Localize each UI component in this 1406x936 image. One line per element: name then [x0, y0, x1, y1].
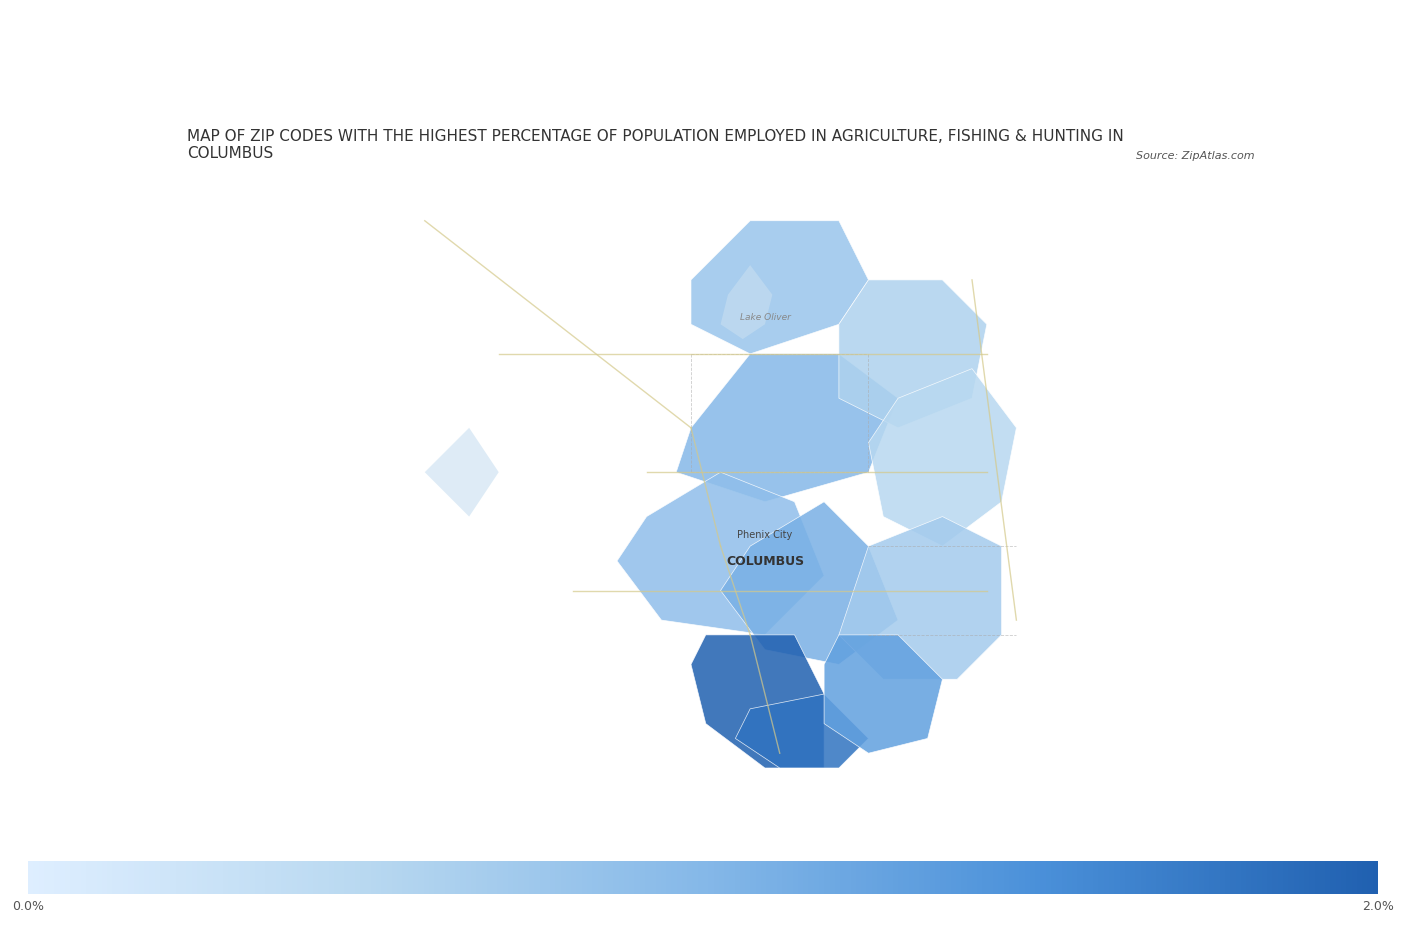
Text: MAP OF ZIP CODES WITH THE HIGHEST PERCENTAGE OF POPULATION EMPLOYED IN AGRICULTU: MAP OF ZIP CODES WITH THE HIGHEST PERCEN… — [187, 128, 1123, 143]
Polygon shape — [425, 429, 499, 517]
Polygon shape — [721, 503, 898, 665]
Text: COLUMBUS: COLUMBUS — [187, 146, 273, 161]
Text: COLUMBUS: COLUMBUS — [725, 554, 804, 567]
Polygon shape — [690, 222, 869, 355]
Polygon shape — [676, 355, 898, 503]
Polygon shape — [839, 517, 1001, 680]
Text: Phenix City: Phenix City — [737, 529, 793, 539]
Polygon shape — [617, 473, 824, 636]
Polygon shape — [690, 636, 824, 768]
Text: Source: ZipAtlas.com: Source: ZipAtlas.com — [1136, 151, 1254, 161]
Polygon shape — [869, 370, 1017, 547]
Text: Lake Oliver: Lake Oliver — [740, 313, 790, 322]
Polygon shape — [721, 266, 772, 340]
Polygon shape — [735, 695, 869, 768]
Polygon shape — [839, 281, 987, 429]
Polygon shape — [824, 636, 942, 753]
